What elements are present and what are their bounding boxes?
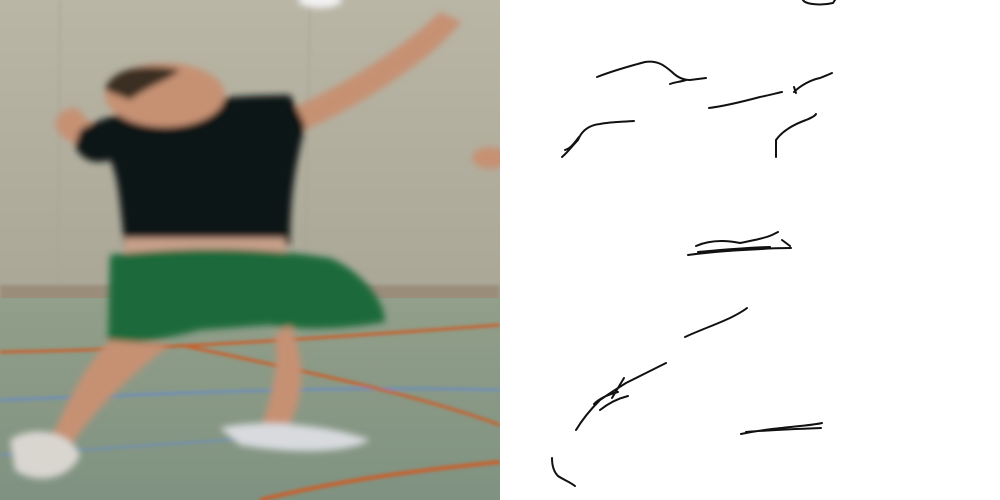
edge-stroke xyxy=(596,60,707,85)
edge-stroke xyxy=(551,457,576,487)
edge-stroke xyxy=(561,120,635,158)
edge-stroke xyxy=(684,307,748,338)
edge-stroke xyxy=(793,72,833,94)
edge-stroke xyxy=(802,0,836,6)
edge-map-panel xyxy=(500,0,1000,500)
edge-stroke xyxy=(687,231,792,256)
edge-stroke xyxy=(708,91,783,109)
photo-panel xyxy=(0,0,500,500)
edge-stroke xyxy=(775,113,817,158)
player-photo xyxy=(0,0,500,500)
player xyxy=(10,0,500,479)
edge-stroke xyxy=(575,362,667,431)
edge-map xyxy=(551,0,836,487)
edge-stroke xyxy=(740,422,823,435)
